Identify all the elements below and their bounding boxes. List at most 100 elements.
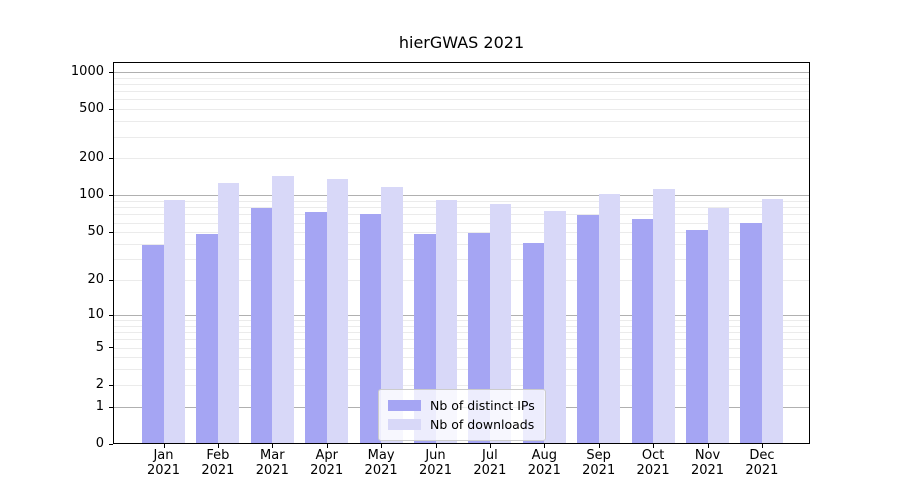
y-tick-label-200: 200 [79, 150, 104, 166]
legend-swatch-distinct-ips [388, 400, 421, 411]
x-tick-label-apr: Apr 2021 [295, 448, 359, 478]
legend: Nb of distinct IPs Nb of downloads [378, 389, 546, 441]
x-tick-year: 2021 [527, 463, 561, 478]
x-tick-month: Sep [586, 448, 611, 463]
x-tick-mark-apr [327, 444, 328, 448]
x-tick-label-oct: Oct 2021 [621, 448, 685, 478]
bar-downloads-mar [272, 175, 294, 444]
x-tick-label-jun: Jun 2021 [404, 448, 468, 478]
x-tick-mark-feb [218, 444, 219, 448]
x-tick-label-nov: Nov 2021 [676, 448, 740, 478]
bar-distinct-ips-mar [250, 207, 273, 444]
y-tick-label-50: 50 [87, 224, 104, 240]
bar-distinct-ips-jan [142, 245, 164, 444]
x-tick-mark-dec [762, 444, 763, 448]
bar-distinct-ips-oct [631, 219, 654, 444]
y-tick-mark-2 [109, 385, 113, 386]
gridline-20 [113, 280, 810, 281]
bar-downloads-jan [163, 200, 185, 444]
gridline-5 [113, 347, 810, 349]
legend-item-downloads: Nb of downloads [388, 415, 535, 434]
legend-label-distinct-ips: Nb of distinct IPs [430, 398, 535, 413]
y-tick-mark-20 [109, 280, 113, 281]
gridline-1000 [113, 71, 810, 73]
legend-item-distinct-ips: Nb of distinct IPs [388, 396, 535, 415]
y-tick-label-100: 100 [79, 187, 104, 203]
x-tick-month: Feb [206, 448, 230, 463]
x-tick-month: Nov [694, 448, 721, 463]
gridline-800 [113, 83, 810, 85]
y-tick-mark-200 [109, 158, 113, 159]
x-tick-label-may: May 2021 [349, 448, 413, 478]
x-tick-month: Oct [641, 448, 665, 463]
gridline-60 [113, 222, 810, 224]
gridline-10 [113, 314, 810, 316]
y-tick-label-1000: 1000 [70, 63, 104, 79]
gridline-200 [113, 158, 810, 160]
y-tick-label-5: 5 [95, 339, 104, 355]
x-tick-mark-sep [599, 444, 600, 448]
gridline-3 [113, 369, 810, 371]
bar-downloads-feb [217, 183, 240, 444]
y-tick-mark-50 [109, 232, 113, 233]
y-tick-mark-5 [109, 347, 113, 348]
gridline-8 [113, 325, 810, 327]
x-tick-label-jul: Jul 2021 [458, 448, 522, 478]
legend-swatch-downloads [388, 419, 421, 430]
x-tick-label-mar: Mar 2021 [240, 448, 304, 478]
gridline-700 [113, 91, 810, 92]
x-tick-month: Jan [153, 448, 174, 463]
bar-downloads-nov [707, 207, 729, 444]
x-tick-label-aug: Aug 2021 [512, 448, 576, 478]
y-tick-label-2: 2 [95, 376, 104, 392]
x-tick-year: 2021 [418, 463, 453, 478]
gridline-90 [113, 201, 810, 202]
x-tick-month: Jun [425, 448, 446, 463]
x-tick-mark-aug [544, 444, 545, 448]
bar-distinct-ips-apr [305, 212, 327, 444]
gridline-50 [113, 232, 810, 234]
plot-area: Nb of distinct IPs Nb of downloads [113, 62, 810, 444]
bar-downloads-oct [653, 189, 675, 444]
x-tick-month: Jul [482, 448, 498, 463]
bar-distinct-ips-nov [686, 230, 708, 444]
x-tick-mark-mar [272, 444, 273, 448]
y-tick-mark-0 [109, 444, 113, 445]
bar-distinct-ips-feb [196, 234, 218, 444]
gridline-80 [113, 207, 810, 209]
x-tick-year: 2021 [745, 463, 779, 478]
y-tick-mark-1000 [109, 72, 113, 73]
gridline-500 [113, 109, 810, 111]
y-tick-mark-500 [109, 109, 113, 110]
x-tick-mark-jul [490, 444, 491, 448]
x-tick-year: 2021 [582, 463, 616, 478]
gridline-600 [113, 99, 810, 101]
y-tick-label-10: 10 [87, 306, 104, 322]
gridline-7 [113, 332, 810, 333]
x-tick-mark-oct [653, 444, 654, 448]
x-tick-year: 2021 [636, 463, 670, 478]
y-tick-mark-10 [109, 315, 113, 316]
gridline-100 [113, 195, 810, 197]
bar-distinct-ips-dec [740, 222, 762, 444]
x-tick-mark-nov [708, 444, 709, 448]
x-tick-mark-jan [164, 444, 165, 448]
x-tick-month: May [367, 448, 395, 463]
bar-downloads-jul [489, 204, 512, 444]
bar-downloads-may [381, 187, 403, 444]
x-tick-mark-jun [436, 444, 437, 448]
y-tick-mark-1 [109, 407, 113, 408]
gridline-40 [113, 243, 810, 245]
x-tick-mark-may [381, 444, 382, 448]
x-tick-month: Dec [749, 448, 775, 463]
x-tick-label-sep: Sep 2021 [567, 448, 631, 478]
x-tick-year: 2021 [473, 463, 507, 478]
x-tick-year: 2021 [146, 463, 181, 478]
gridline-400 [113, 121, 810, 123]
bar-downloads-aug [544, 211, 566, 444]
gridline-900 [113, 77, 810, 79]
bar-downloads-apr [326, 179, 349, 444]
y-tick-label-1: 1 [95, 398, 104, 414]
x-tick-month: Apr [315, 448, 338, 463]
